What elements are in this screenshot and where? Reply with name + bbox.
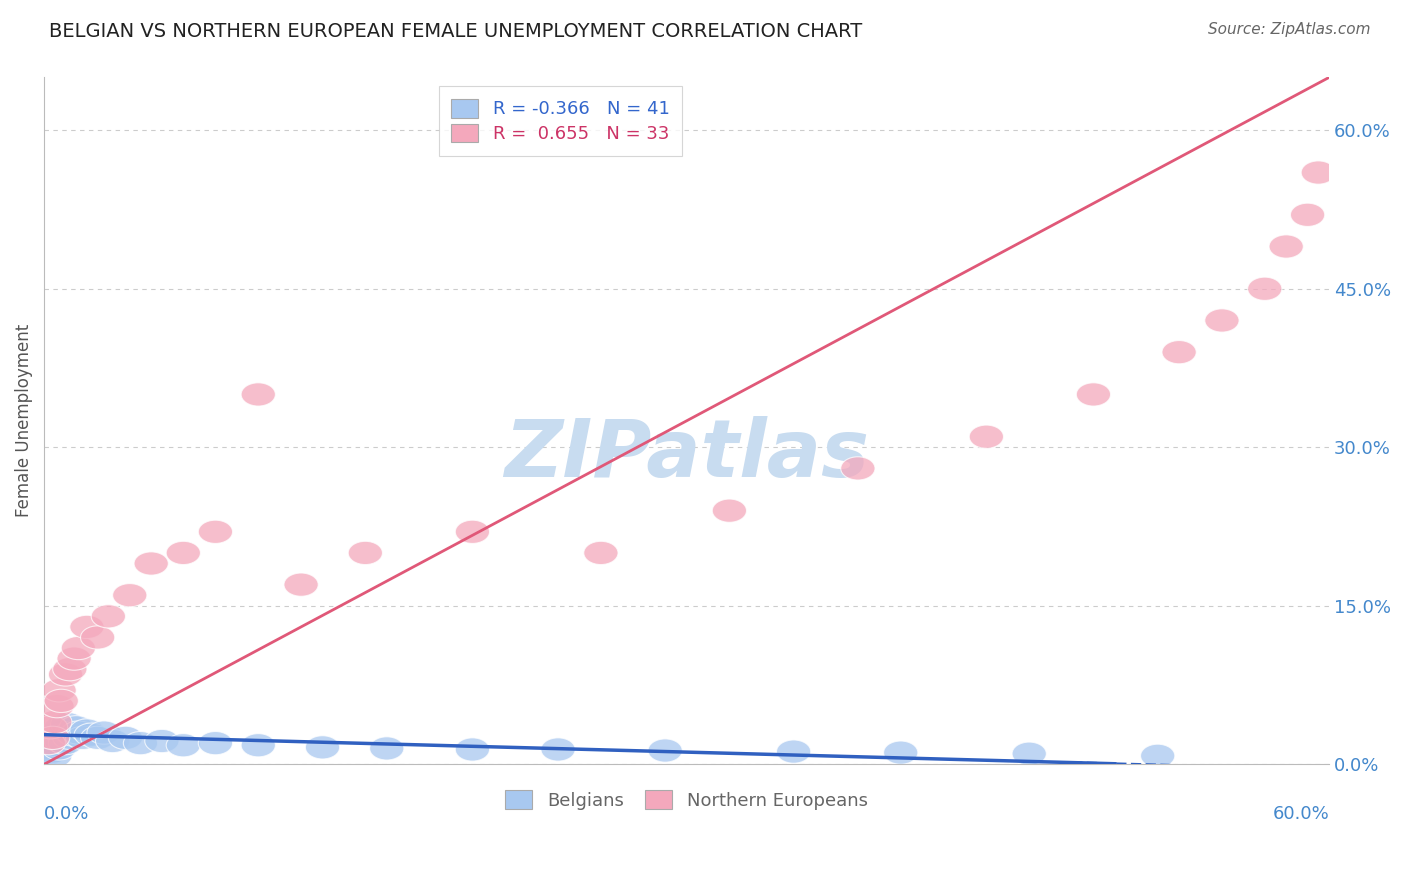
Ellipse shape (38, 731, 72, 755)
Text: ZIPatlas: ZIPatlas (505, 417, 869, 494)
Ellipse shape (1291, 203, 1324, 227)
Ellipse shape (1161, 341, 1197, 364)
Y-axis label: Female Unemployment: Female Unemployment (15, 324, 32, 517)
Ellipse shape (1247, 277, 1282, 301)
Ellipse shape (134, 552, 169, 575)
Text: 60.0%: 60.0% (1272, 805, 1329, 823)
Ellipse shape (70, 719, 104, 742)
Ellipse shape (39, 726, 75, 749)
Ellipse shape (58, 723, 91, 747)
Ellipse shape (1077, 383, 1111, 406)
Ellipse shape (1270, 235, 1303, 258)
Ellipse shape (58, 647, 91, 670)
Ellipse shape (39, 695, 75, 718)
Ellipse shape (48, 663, 83, 686)
Ellipse shape (70, 615, 104, 639)
Text: Source: ZipAtlas.com: Source: ZipAtlas.com (1208, 22, 1371, 37)
Ellipse shape (166, 541, 201, 565)
Ellipse shape (841, 457, 875, 480)
Ellipse shape (48, 719, 83, 742)
Ellipse shape (75, 723, 108, 747)
Ellipse shape (39, 733, 75, 757)
Ellipse shape (305, 736, 340, 759)
Text: 0.0%: 0.0% (44, 805, 90, 823)
Ellipse shape (80, 626, 115, 649)
Ellipse shape (166, 733, 201, 757)
Ellipse shape (31, 731, 66, 755)
Ellipse shape (62, 721, 96, 744)
Ellipse shape (776, 740, 811, 764)
Ellipse shape (52, 657, 87, 681)
Ellipse shape (284, 573, 318, 596)
Ellipse shape (44, 730, 79, 753)
Ellipse shape (91, 605, 125, 628)
Ellipse shape (583, 541, 619, 565)
Ellipse shape (52, 726, 87, 749)
Ellipse shape (112, 583, 146, 607)
Ellipse shape (969, 425, 1004, 449)
Ellipse shape (1140, 744, 1175, 767)
Ellipse shape (242, 733, 276, 757)
Ellipse shape (35, 740, 70, 764)
Ellipse shape (87, 721, 121, 744)
Ellipse shape (42, 679, 76, 702)
Text: BELGIAN VS NORTHERN EUROPEAN FEMALE UNEMPLOYMENT CORRELATION CHART: BELGIAN VS NORTHERN EUROPEAN FEMALE UNEM… (49, 22, 862, 41)
Ellipse shape (1012, 742, 1046, 765)
Ellipse shape (51, 713, 84, 736)
Ellipse shape (883, 741, 918, 764)
Ellipse shape (48, 731, 83, 755)
Ellipse shape (145, 730, 179, 753)
Ellipse shape (124, 731, 157, 755)
Ellipse shape (713, 499, 747, 523)
Ellipse shape (42, 737, 76, 760)
Ellipse shape (1205, 309, 1239, 332)
Ellipse shape (456, 520, 489, 543)
Ellipse shape (66, 726, 100, 749)
Ellipse shape (35, 726, 70, 749)
Ellipse shape (349, 541, 382, 565)
Ellipse shape (59, 715, 93, 739)
Ellipse shape (62, 636, 96, 660)
Ellipse shape (46, 723, 80, 747)
Ellipse shape (34, 715, 67, 739)
Ellipse shape (541, 738, 575, 761)
Ellipse shape (55, 721, 89, 744)
Ellipse shape (80, 726, 115, 749)
Ellipse shape (242, 383, 276, 406)
Ellipse shape (198, 731, 232, 755)
Ellipse shape (38, 710, 72, 733)
Ellipse shape (34, 737, 67, 760)
Ellipse shape (44, 715, 79, 739)
Ellipse shape (456, 738, 489, 761)
Ellipse shape (648, 739, 682, 762)
Ellipse shape (370, 737, 404, 760)
Legend: Belgians, Northern Europeans: Belgians, Northern Europeans (498, 783, 875, 817)
Ellipse shape (44, 690, 79, 713)
Ellipse shape (96, 730, 129, 753)
Ellipse shape (108, 726, 142, 749)
Ellipse shape (38, 744, 72, 767)
Ellipse shape (42, 721, 76, 744)
Ellipse shape (1301, 161, 1336, 184)
Ellipse shape (31, 742, 66, 765)
Ellipse shape (198, 520, 232, 543)
